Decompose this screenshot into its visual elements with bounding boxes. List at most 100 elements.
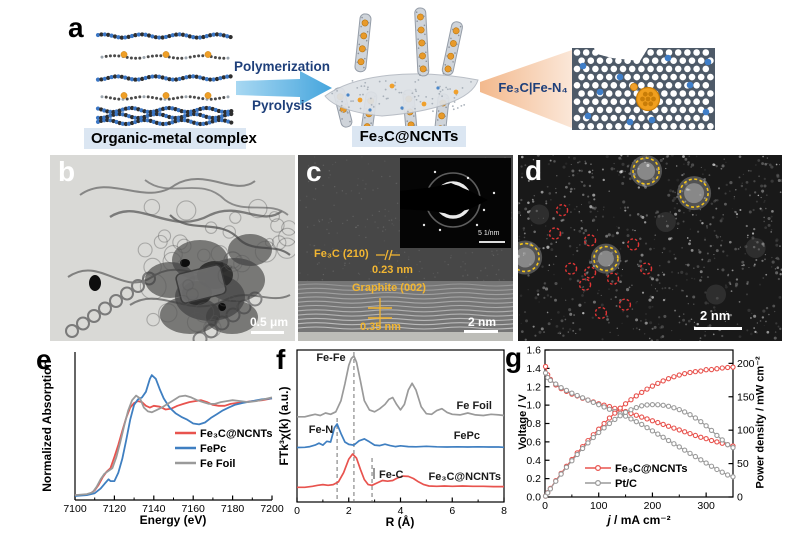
graphite-fringe: [298, 300, 513, 304]
g-marker: [649, 428, 656, 434]
molecule-atom: [99, 32, 104, 37]
molecule-atom: [116, 74, 121, 79]
g-marker: [703, 460, 709, 466]
n-site: [400, 106, 404, 110]
lattice-hole: [573, 82, 581, 89]
molecule-atom: [201, 97, 205, 101]
molecule-atom: [188, 112, 194, 117]
molecule-atom: [184, 95, 188, 99]
molecule-atom: [126, 106, 132, 111]
lattice-hole: [670, 106, 677, 114]
g-marker: [622, 409, 629, 415]
g-marker: [692, 415, 699, 421]
graphite-fringe: [298, 304, 513, 309]
g-marker: [585, 440, 591, 446]
molecule-atom: [116, 35, 121, 40]
lattice-notch: [594, 48, 648, 61]
g-marker: [703, 367, 709, 373]
molecule-atom: [218, 76, 223, 81]
g-marker: [569, 458, 575, 464]
lattice-hole: [610, 114, 618, 122]
g-xaxis-units: / mA cm⁻²: [610, 513, 671, 527]
g-marker: [639, 403, 645, 409]
lattice-hole: [697, 123, 705, 130]
g-marker: [558, 385, 564, 391]
g-ytick-left-label: 0.8: [526, 418, 541, 430]
g-series-2: [544, 366, 734, 497]
lattice-hole: [638, 82, 645, 89]
f-series-2: [297, 453, 504, 489]
lattice-hole: [642, 57, 650, 64]
lattice-hole: [693, 98, 700, 105]
g-marker: [714, 466, 720, 473]
diffraction-spot: [466, 176, 470, 180]
g-marker: [612, 410, 618, 416]
molecule-atom: [129, 33, 135, 39]
molecule-atom: [108, 96, 112, 100]
molecule-atom: [134, 56, 138, 60]
molecule-atom: [170, 33, 175, 38]
lattice-hole: [693, 49, 700, 56]
g-marker: [692, 368, 699, 375]
annotation-fe3c-spacing: 0.23 nm: [372, 264, 413, 276]
fe3c-particle: [360, 32, 368, 40]
e-xtick-label: 7180: [221, 503, 245, 515]
molecule-atom: [113, 97, 117, 101]
g-marker: [644, 386, 650, 392]
lattice-hole: [702, 65, 710, 73]
molecule-atom: [176, 56, 180, 60]
g-marker: [606, 415, 613, 421]
diffraction-spot: [492, 191, 496, 195]
graphite-fringe: [298, 317, 513, 321]
molecule-atom: [129, 77, 135, 82]
molecule-atom: [142, 117, 147, 123]
molecule-atom: [188, 55, 192, 59]
single-atom-circle: [606, 272, 620, 285]
e-legend-label: Fe Foil: [200, 458, 235, 470]
lattice-hole: [647, 49, 654, 56]
molecule-atom: [139, 118, 144, 123]
lattice-hole: [605, 57, 613, 64]
g-marker: [617, 405, 623, 411]
lattice-hole: [679, 90, 687, 97]
fe-site: [357, 97, 363, 103]
g-marker: [569, 390, 575, 396]
lattice-hole: [578, 73, 585, 81]
n-dopant-atom: [579, 62, 587, 70]
fe3c-particle: [358, 45, 366, 53]
f-annotation: Fe₃C@NCNTs: [429, 471, 501, 483]
molecule-atom: [184, 75, 189, 80]
lattice-hole: [638, 114, 645, 122]
lattice-hole: [688, 90, 696, 97]
molecule-atom: [134, 96, 138, 100]
e-series-1: [74, 374, 273, 497]
molecule-atom: [229, 108, 234, 114]
g-ytick-right-label: 200: [737, 358, 755, 370]
lattice-hole: [592, 65, 599, 73]
molecule-atom: [228, 34, 233, 40]
scalebar-b: [251, 331, 284, 334]
f-xtick-label: 0: [294, 505, 300, 517]
molecule-atom: [170, 77, 175, 82]
lattice-hole: [633, 106, 641, 114]
scalebar-label-d: 2 nm: [700, 308, 731, 323]
lattice-hole: [596, 123, 604, 130]
tem-aggregate: [228, 234, 272, 266]
e-yaxis-title: Normalized Absorption: [40, 360, 54, 492]
g-marker: [563, 464, 570, 470]
lattice-hole: [684, 49, 691, 56]
molecule-atom: [153, 74, 158, 79]
lattice-hole: [633, 123, 641, 130]
g-marker: [660, 421, 666, 428]
molecule-atom: [95, 115, 101, 120]
fe-atom: [162, 51, 170, 58]
lattice-hole: [601, 65, 608, 73]
g-xtick-label: 0: [542, 500, 548, 512]
molecule-atom: [155, 54, 159, 58]
diffraction-spot: [433, 170, 437, 174]
fe3c-particle: [417, 26, 425, 34]
f-yaxis-title: FTk³χ(k) (a.u.): [277, 386, 291, 466]
molecule-atom: [207, 115, 212, 120]
n-dopant-atom: [626, 118, 634, 126]
molecule-atom: [187, 34, 192, 39]
